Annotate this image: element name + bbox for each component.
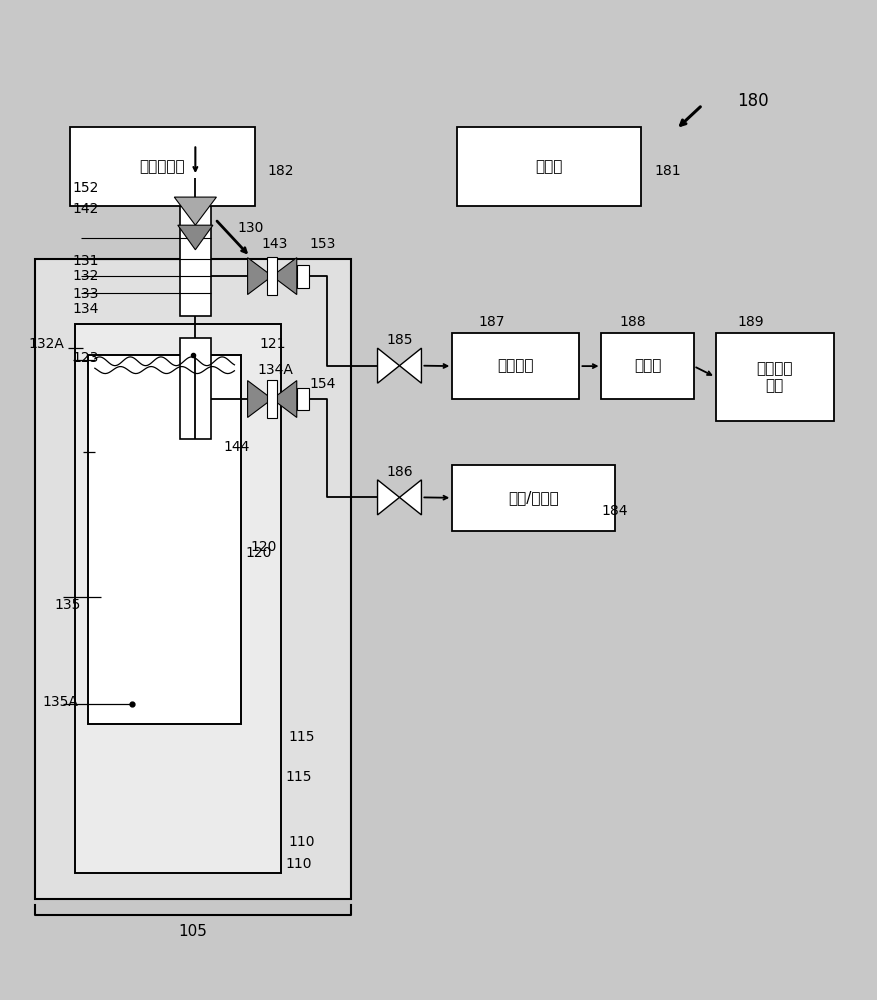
Text: 115: 115 bbox=[288, 730, 314, 744]
FancyBboxPatch shape bbox=[452, 333, 579, 399]
Text: 储存器: 储存器 bbox=[633, 359, 660, 374]
FancyBboxPatch shape bbox=[187, 178, 203, 197]
FancyBboxPatch shape bbox=[452, 465, 614, 531]
Text: 186: 186 bbox=[386, 465, 412, 479]
FancyBboxPatch shape bbox=[88, 355, 241, 724]
Text: 135: 135 bbox=[54, 598, 81, 612]
Text: 187: 187 bbox=[478, 315, 504, 329]
Text: 排空检测: 排空检测 bbox=[497, 359, 533, 374]
Polygon shape bbox=[177, 225, 212, 250]
Text: 154: 154 bbox=[309, 377, 335, 391]
Polygon shape bbox=[399, 480, 421, 515]
Text: 105: 105 bbox=[179, 924, 207, 939]
Text: 134: 134 bbox=[72, 302, 98, 316]
Text: 135A: 135A bbox=[42, 695, 78, 709]
Text: 152: 152 bbox=[72, 181, 98, 195]
Polygon shape bbox=[272, 381, 296, 417]
Polygon shape bbox=[247, 381, 272, 417]
Text: 真空/通风口: 真空/通风口 bbox=[508, 490, 558, 505]
Polygon shape bbox=[272, 258, 296, 295]
FancyBboxPatch shape bbox=[267, 380, 277, 418]
Text: 185: 185 bbox=[386, 333, 412, 347]
Text: 144: 144 bbox=[224, 440, 250, 454]
Text: 120: 120 bbox=[250, 540, 276, 554]
Text: 180: 180 bbox=[737, 92, 768, 110]
Text: 181: 181 bbox=[653, 164, 680, 178]
Text: 130: 130 bbox=[237, 221, 263, 235]
Text: 液体利用
工艺: 液体利用 工艺 bbox=[756, 361, 792, 393]
Text: 121: 121 bbox=[259, 337, 285, 351]
Text: 120: 120 bbox=[246, 546, 272, 560]
Text: 133: 133 bbox=[72, 287, 98, 301]
Text: 131: 131 bbox=[72, 254, 98, 268]
FancyBboxPatch shape bbox=[70, 127, 254, 206]
Polygon shape bbox=[377, 348, 399, 383]
Polygon shape bbox=[377, 480, 399, 515]
FancyBboxPatch shape bbox=[601, 333, 693, 399]
Text: 153: 153 bbox=[309, 237, 335, 251]
Text: 115: 115 bbox=[285, 770, 311, 784]
Text: 134A: 134A bbox=[257, 363, 293, 377]
FancyBboxPatch shape bbox=[180, 206, 210, 316]
Text: 123: 123 bbox=[72, 351, 98, 365]
Polygon shape bbox=[174, 197, 216, 225]
Text: 132A: 132A bbox=[28, 337, 64, 351]
FancyBboxPatch shape bbox=[715, 333, 833, 421]
Text: 控制器: 控制器 bbox=[534, 159, 562, 174]
FancyBboxPatch shape bbox=[267, 257, 277, 295]
Text: 189: 189 bbox=[737, 315, 763, 329]
Text: 142: 142 bbox=[72, 202, 98, 216]
Polygon shape bbox=[399, 348, 421, 383]
FancyBboxPatch shape bbox=[75, 324, 281, 873]
Text: 184: 184 bbox=[601, 504, 627, 518]
FancyBboxPatch shape bbox=[180, 338, 210, 439]
FancyBboxPatch shape bbox=[35, 259, 351, 899]
FancyBboxPatch shape bbox=[456, 127, 640, 206]
Text: 110: 110 bbox=[288, 835, 314, 849]
Polygon shape bbox=[247, 258, 272, 295]
Text: 110: 110 bbox=[285, 857, 311, 871]
Text: 132: 132 bbox=[72, 269, 98, 283]
FancyBboxPatch shape bbox=[296, 388, 309, 410]
FancyBboxPatch shape bbox=[296, 265, 309, 288]
Text: 188: 188 bbox=[618, 315, 645, 329]
Text: 加压气体源: 加压气体源 bbox=[139, 159, 185, 174]
Text: 143: 143 bbox=[261, 237, 288, 251]
Text: 182: 182 bbox=[267, 164, 294, 178]
